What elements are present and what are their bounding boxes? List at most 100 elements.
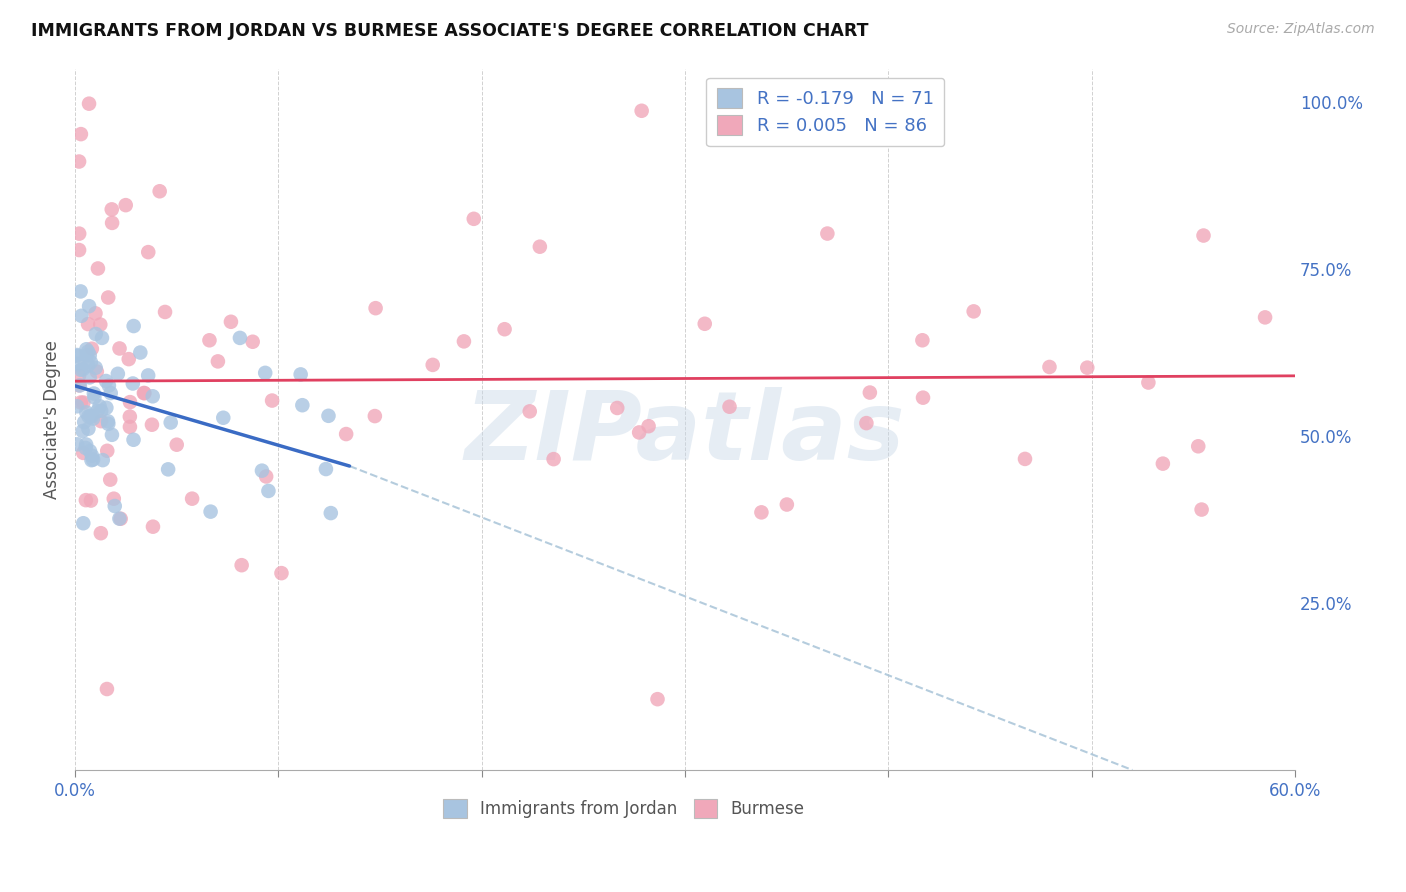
Point bbox=[96, 681, 118, 696]
Point bbox=[859, 385, 882, 400]
Point bbox=[104, 499, 127, 513]
Point bbox=[79, 444, 101, 458]
Point bbox=[97, 417, 120, 431]
Point bbox=[67, 243, 90, 257]
Point bbox=[91, 331, 114, 345]
Point bbox=[77, 344, 100, 359]
Point bbox=[149, 184, 172, 198]
Point bbox=[529, 240, 551, 254]
Point bbox=[72, 395, 94, 409]
Point bbox=[364, 409, 387, 423]
Point bbox=[80, 493, 103, 508]
Point bbox=[630, 103, 652, 118]
Point bbox=[77, 299, 100, 313]
Point bbox=[77, 96, 100, 111]
Point bbox=[254, 366, 277, 380]
Point bbox=[118, 420, 141, 434]
Point bbox=[86, 404, 108, 418]
Point bbox=[181, 491, 204, 506]
Point bbox=[77, 409, 100, 424]
Point bbox=[519, 404, 541, 418]
Point bbox=[142, 519, 165, 533]
Point bbox=[83, 390, 105, 404]
Point bbox=[1152, 457, 1174, 471]
Point bbox=[543, 452, 565, 467]
Point bbox=[212, 410, 235, 425]
Point bbox=[90, 414, 112, 428]
Point bbox=[79, 370, 101, 384]
Point bbox=[98, 473, 121, 487]
Point bbox=[101, 427, 124, 442]
Point bbox=[100, 202, 122, 217]
Point bbox=[335, 427, 357, 442]
Point bbox=[97, 291, 120, 305]
Point bbox=[315, 462, 337, 476]
Point bbox=[84, 306, 107, 320]
Point bbox=[136, 368, 159, 383]
Point bbox=[80, 453, 103, 467]
Point bbox=[606, 401, 628, 415]
Point bbox=[136, 245, 159, 260]
Point bbox=[87, 261, 110, 276]
Point bbox=[254, 469, 277, 483]
Point bbox=[66, 348, 89, 362]
Point bbox=[66, 399, 89, 413]
Point bbox=[76, 348, 98, 362]
Point bbox=[69, 395, 91, 409]
Point bbox=[291, 398, 314, 412]
Point bbox=[159, 416, 181, 430]
Point bbox=[67, 357, 90, 371]
Point bbox=[69, 285, 91, 299]
Point bbox=[75, 437, 97, 451]
Point bbox=[122, 319, 145, 334]
Point bbox=[118, 409, 141, 424]
Point bbox=[1192, 228, 1215, 243]
Point bbox=[132, 386, 155, 401]
Point bbox=[72, 446, 94, 460]
Point bbox=[96, 401, 118, 415]
Point bbox=[776, 498, 799, 512]
Point bbox=[84, 360, 107, 375]
Point bbox=[494, 322, 516, 336]
Point bbox=[134, 386, 156, 401]
Point bbox=[80, 449, 103, 463]
Point bbox=[219, 315, 242, 329]
Point bbox=[270, 566, 292, 581]
Point bbox=[250, 464, 273, 478]
Point bbox=[114, 198, 136, 212]
Point bbox=[94, 374, 117, 388]
Point bbox=[1137, 376, 1160, 390]
Point bbox=[75, 405, 97, 419]
Point bbox=[75, 441, 97, 455]
Point bbox=[1254, 310, 1277, 325]
Point bbox=[257, 483, 280, 498]
Point bbox=[262, 393, 284, 408]
Point bbox=[107, 367, 129, 381]
Point bbox=[963, 304, 986, 318]
Point bbox=[97, 378, 120, 392]
Point bbox=[77, 317, 100, 331]
Point bbox=[96, 443, 118, 458]
Point bbox=[751, 505, 773, 519]
Point bbox=[84, 326, 107, 341]
Point bbox=[90, 404, 112, 418]
Point bbox=[67, 227, 90, 241]
Point bbox=[122, 433, 145, 447]
Point bbox=[153, 305, 176, 319]
Point bbox=[82, 411, 104, 425]
Point bbox=[142, 389, 165, 403]
Point bbox=[82, 452, 104, 467]
Point bbox=[637, 419, 659, 434]
Point bbox=[108, 511, 131, 525]
Point bbox=[67, 368, 90, 383]
Point bbox=[91, 453, 114, 467]
Point bbox=[453, 334, 475, 349]
Point bbox=[72, 516, 94, 531]
Point bbox=[110, 512, 132, 526]
Point bbox=[693, 317, 716, 331]
Point bbox=[80, 355, 103, 369]
Text: IMMIGRANTS FROM JORDAN VS BURMESE ASSOCIATE'S DEGREE CORRELATION CHART: IMMIGRANTS FROM JORDAN VS BURMESE ASSOCI… bbox=[31, 22, 869, 40]
Point bbox=[718, 400, 741, 414]
Point bbox=[319, 506, 342, 520]
Point bbox=[70, 127, 93, 141]
